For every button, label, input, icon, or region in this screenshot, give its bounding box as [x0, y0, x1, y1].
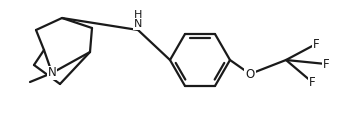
- Text: F: F: [323, 57, 329, 71]
- Text: F: F: [309, 76, 315, 88]
- Text: O: O: [245, 67, 255, 81]
- Text: N: N: [48, 66, 56, 80]
- Text: F: F: [313, 37, 319, 51]
- Text: H
N: H N: [134, 10, 142, 29]
